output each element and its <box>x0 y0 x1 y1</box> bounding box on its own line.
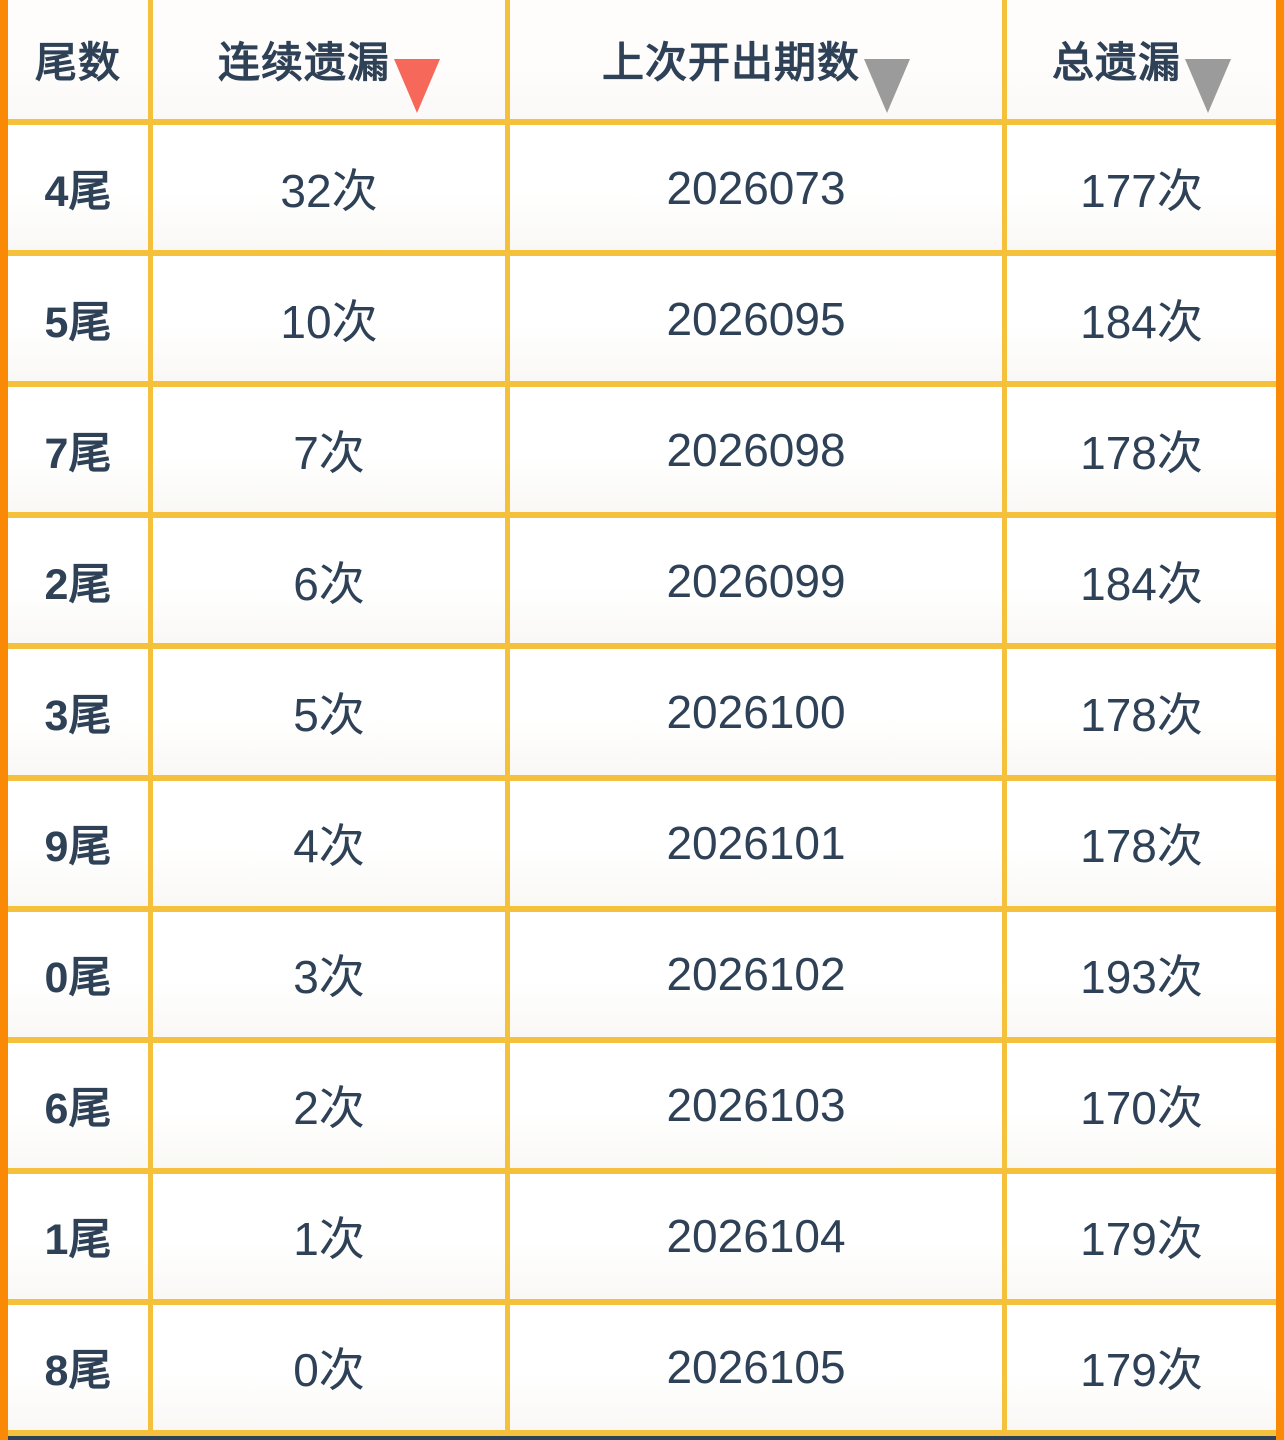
total-miss-cell: 178次 <box>1007 387 1276 519</box>
column-header-total-miss[interactable]: 总遗漏 <box>1007 0 1276 125</box>
total-miss-cell: 177次 <box>1007 125 1276 257</box>
column-header-tail[interactable]: 尾数 <box>8 0 153 125</box>
total-miss-cell: 178次 <box>1007 649 1276 781</box>
last-period-cell: 2026073 <box>510 125 1007 257</box>
tail-number-missing-table: 尾数 连续遗漏 上次开出期数 总遗漏 4尾 32次 2026073 177次 5… <box>8 0 1276 1436</box>
total-miss-cell: 179次 <box>1007 1173 1276 1305</box>
column-header-consecutive-miss[interactable]: 连续遗漏 <box>153 0 510 125</box>
consecutive-miss-cell: 10次 <box>153 256 510 388</box>
total-miss-cell: 170次 <box>1007 1042 1276 1174</box>
column-header-total-miss-label: 总遗漏 <box>1051 39 1181 86</box>
consecutive-miss-cell: 1次 <box>153 1173 510 1305</box>
tail-cell: 3尾 <box>8 649 153 781</box>
last-period-cell: 2026095 <box>510 256 1007 388</box>
consecutive-miss-cell: 2次 <box>153 1042 510 1174</box>
last-period-cell: 2026105 <box>510 1304 1007 1436</box>
last-period-cell: 2026098 <box>510 387 1007 519</box>
consecutive-miss-cell: 4次 <box>153 780 510 912</box>
consecutive-miss-cell: 6次 <box>153 518 510 650</box>
column-header-last-draw-period-label: 上次开出期数 <box>601 39 860 86</box>
last-period-cell: 2026101 <box>510 780 1007 912</box>
consecutive-miss-cell: 0次 <box>153 1304 510 1436</box>
tail-cell: 6尾 <box>8 1042 153 1174</box>
tail-cell: 8尾 <box>8 1304 153 1436</box>
bottom-edge <box>8 1436 1276 1440</box>
last-period-cell: 2026102 <box>510 911 1007 1043</box>
consecutive-miss-cell: 32次 <box>153 125 510 257</box>
tail-cell: 5尾 <box>8 256 153 388</box>
consecutive-miss-cell: 5次 <box>153 649 510 781</box>
column-header-tail-label: 尾数 <box>34 39 121 86</box>
last-period-cell: 2026104 <box>510 1173 1007 1305</box>
last-period-cell: 2026099 <box>510 518 1007 650</box>
tail-cell: 0尾 <box>8 911 153 1043</box>
total-miss-cell: 184次 <box>1007 256 1276 388</box>
consecutive-miss-cell: 7次 <box>153 387 510 519</box>
tail-cell: 9尾 <box>8 780 153 912</box>
total-miss-cell: 178次 <box>1007 780 1276 912</box>
last-period-cell: 2026100 <box>510 649 1007 781</box>
tail-cell: 4尾 <box>8 125 153 257</box>
sort-desc-icon[interactable] <box>864 58 910 113</box>
sort-desc-icon[interactable] <box>394 58 440 113</box>
sort-desc-icon[interactable] <box>1185 58 1231 113</box>
tail-cell: 1尾 <box>8 1173 153 1305</box>
total-miss-cell: 184次 <box>1007 518 1276 650</box>
tail-cell: 7尾 <box>8 387 153 519</box>
column-header-consecutive-miss-label: 连续遗漏 <box>217 39 390 86</box>
consecutive-miss-cell: 3次 <box>153 911 510 1043</box>
total-miss-cell: 179次 <box>1007 1304 1276 1436</box>
column-header-last-draw-period[interactable]: 上次开出期数 <box>510 0 1007 125</box>
total-miss-cell: 193次 <box>1007 911 1276 1043</box>
last-period-cell: 2026103 <box>510 1042 1007 1174</box>
tail-cell: 2尾 <box>8 518 153 650</box>
